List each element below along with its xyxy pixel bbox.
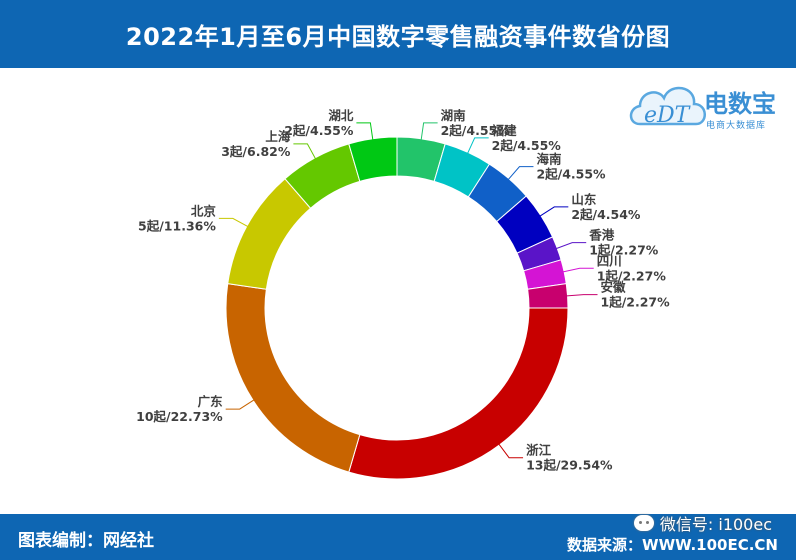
slice-value-label-3: 2起/4.54% <box>571 207 641 222</box>
wechat-watermark: 微信号: i100ec <box>633 511 772 535</box>
leader-line-1 <box>465 137 489 157</box>
slice-value-label-1: 2起/4.55% <box>492 138 562 153</box>
slice-category-label-11: 湖北 <box>328 108 354 123</box>
logo-mark: eDT <box>644 103 692 128</box>
leader-line-6 <box>563 294 598 297</box>
donut-slice-11 <box>348 136 398 182</box>
logo: eDT 电数宝 电商大数据库 <box>626 72 791 140</box>
slice-category-label-6: 安徽 <box>601 280 627 295</box>
slice-category-label-3: 山东 <box>571 192 597 207</box>
donut-slice-8 <box>225 283 361 473</box>
footer-credit: 图表编制：网经社 <box>18 531 154 551</box>
slice-category-label-8: 广东 <box>198 394 224 409</box>
slice-value-label-10: 3起/6.82% <box>221 144 291 159</box>
footer: 图表编制：网经社 数据来源：WWW.100EC.CN <box>0 514 796 560</box>
leader-line-8 <box>225 397 257 410</box>
slice-category-label-10: 上海 <box>265 129 291 144</box>
donut-slice-9 <box>227 178 312 290</box>
wechat-id: 微信号: i100ec <box>659 515 772 534</box>
slice-category-label-2: 海南 <box>536 152 562 167</box>
footer-source: 数据来源：WWW.100EC.CN <box>567 536 778 554</box>
chart-title: 2022年1月至6月中国数字零售融资事件数省份图 <box>125 22 671 51</box>
leader-line-5 <box>560 267 594 273</box>
logo-slogan: 电商大数据库 <box>706 121 767 131</box>
cloud-logo-icon: eDT <box>629 86 706 128</box>
title-bar: 2022年1月至6月中国数字零售融资事件数省份图 <box>0 0 796 68</box>
slice-value-label-11: 2起/4.55% <box>284 123 354 138</box>
slice-category-label-1: 福建 <box>491 123 518 138</box>
leader-line-0 <box>420 122 438 143</box>
slice-value-label-7: 13起/29.54% <box>526 458 613 473</box>
slice-value-label-9: 5起/11.36% <box>138 218 216 233</box>
slice-value-label-8: 10起/22.73% <box>136 409 223 424</box>
slice-category-label-0: 湖南 <box>441 108 467 123</box>
slice-category-label-9: 北京 <box>191 203 217 218</box>
wechat-icon <box>633 515 654 531</box>
slice-value-label-4: 1起/2.27% <box>589 243 659 258</box>
slice-category-label-7: 浙江 <box>526 443 552 458</box>
leader-line-3 <box>537 206 569 219</box>
slice-category-label-5: 四川 <box>597 253 622 268</box>
logo-brand: 电数宝 <box>704 90 776 118</box>
leader-line-9 <box>218 217 251 229</box>
leader-line-11 <box>356 122 374 143</box>
leader-line-4 <box>553 242 587 251</box>
donut-chart: 湖南2起/4.55%福建2起/4.55%海南2起/4.55%山东2起/4.54%… <box>136 108 671 480</box>
slice-value-label-2: 2起/4.55% <box>536 167 606 182</box>
slice-value-label-6: 1起/2.27% <box>601 295 671 310</box>
slice-category-label-4: 香港 <box>588 228 615 243</box>
slice-value-label-5: 1起/2.27% <box>597 268 667 283</box>
slice-value-label-0: 2起/4.55% <box>441 123 511 138</box>
leader-line-7 <box>496 441 524 459</box>
leader-line-10 <box>293 143 318 162</box>
leader-line-2 <box>505 166 534 183</box>
